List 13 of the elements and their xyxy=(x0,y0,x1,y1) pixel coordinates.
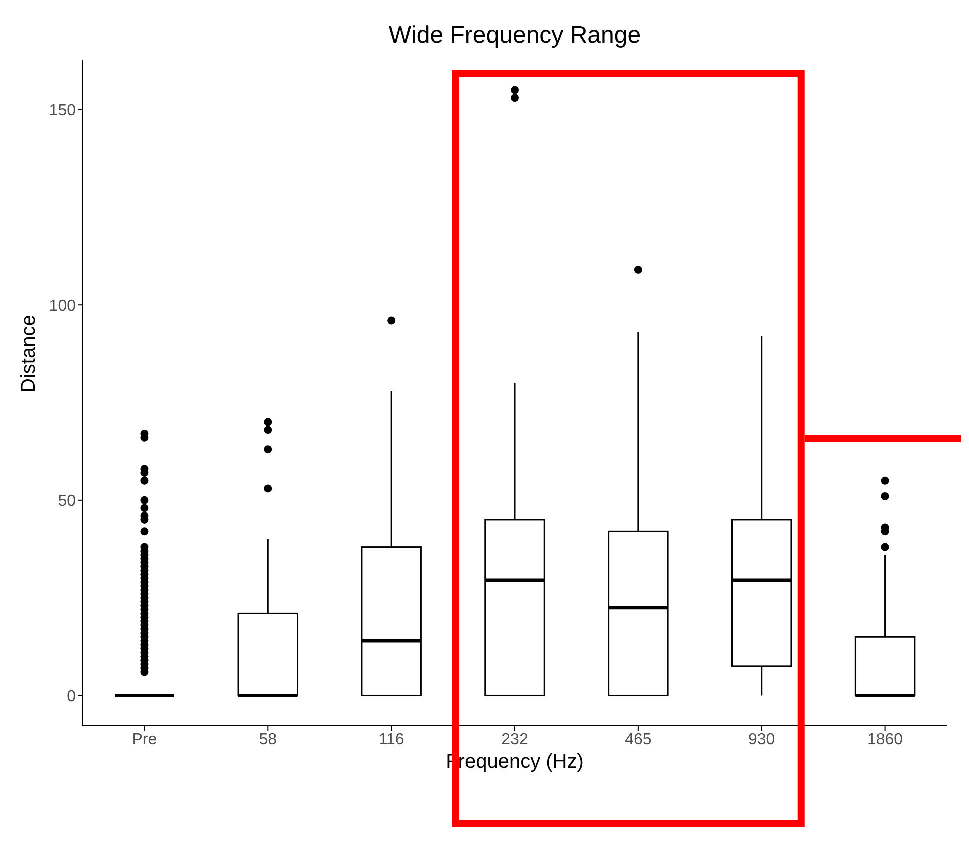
x-tick-label: 116 xyxy=(378,731,404,748)
x-tick-label: Pre xyxy=(132,731,158,748)
x-tick-label: 58 xyxy=(259,731,278,748)
x-tick-label: 232 xyxy=(502,731,528,748)
x-tick-label: 465 xyxy=(625,731,652,748)
y-tick-label: 0 xyxy=(67,688,76,706)
y-axis-title: Distance xyxy=(18,315,40,393)
x-tick-label: 1860 xyxy=(867,731,904,748)
y-tick-label: 150 xyxy=(49,102,76,120)
y-tick-label: 50 xyxy=(58,493,76,510)
x-tick-label: 930 xyxy=(748,731,776,748)
chart-title: Wide Frequency Range xyxy=(388,22,642,50)
y-tick-label: 100 xyxy=(49,298,76,315)
